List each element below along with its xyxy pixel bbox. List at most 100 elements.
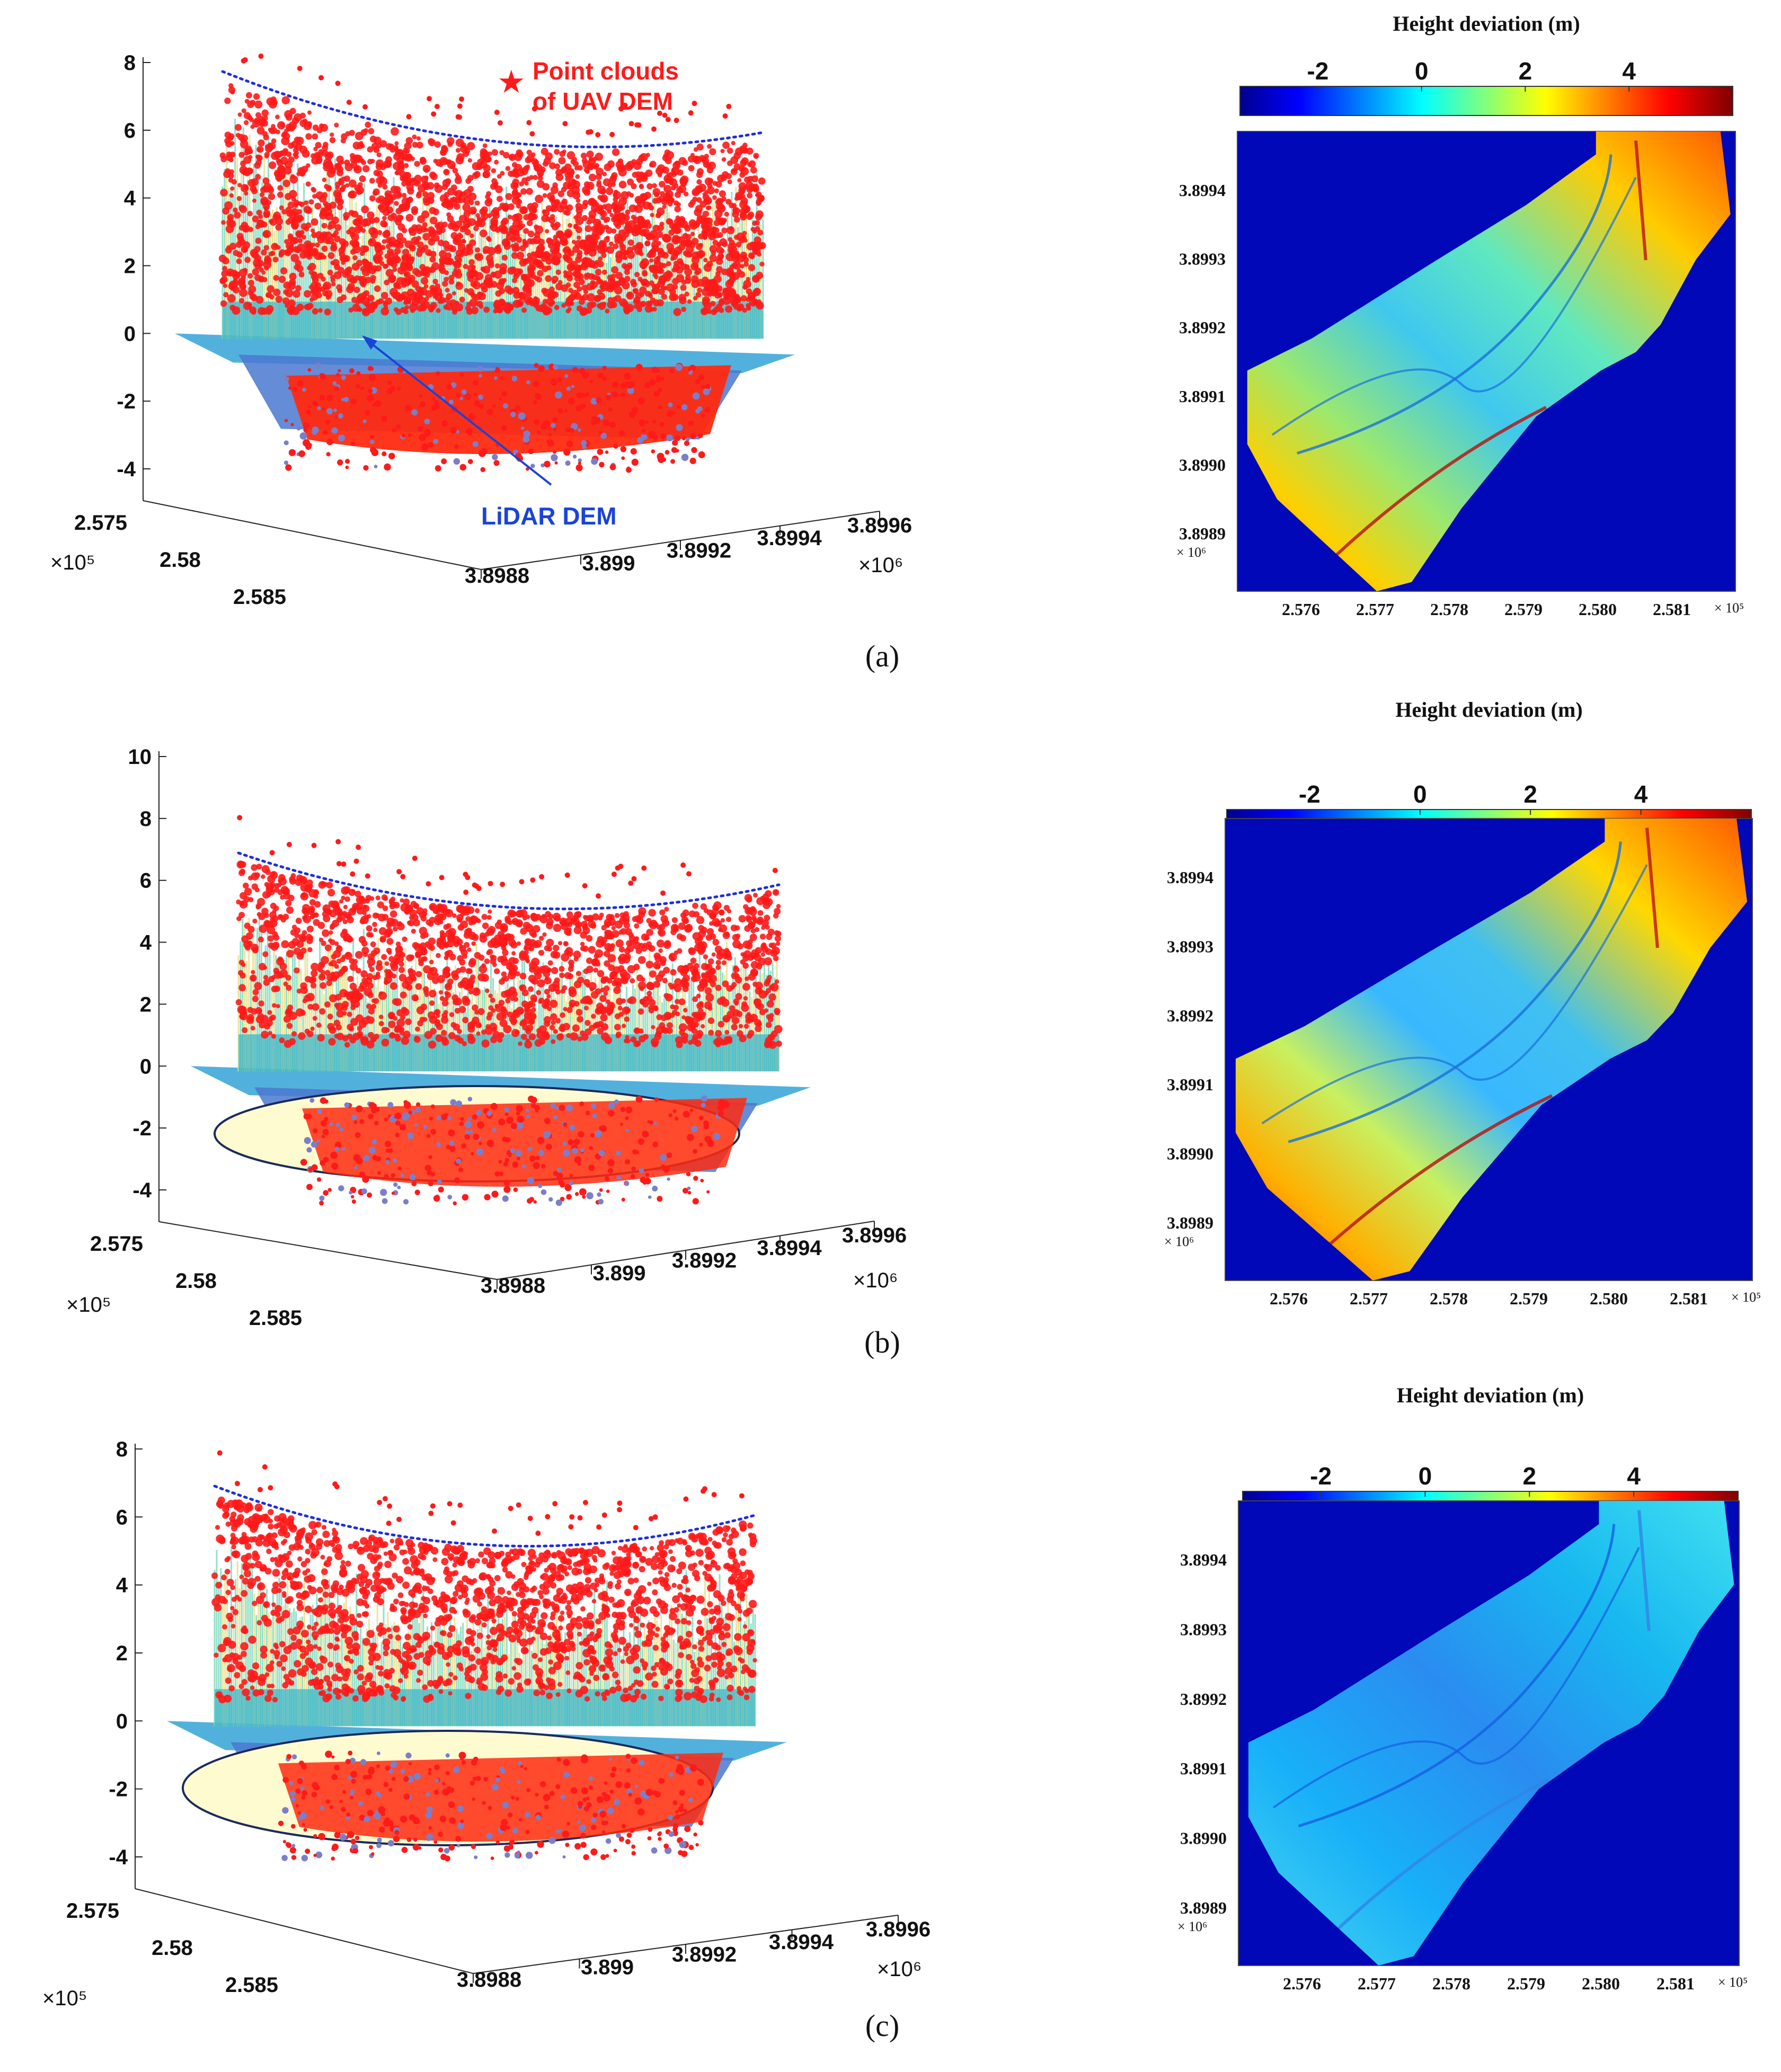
- terrain-features: [1271, 140, 1647, 556]
- map-x-exponent: × 10⁵: [1731, 1290, 1761, 1305]
- z-tick-label: 10: [128, 745, 152, 769]
- y-tick-label: 2.575: [90, 1232, 143, 1256]
- panel-label-a: (a): [865, 639, 899, 673]
- colorbar-title: Height deviation (m): [1395, 698, 1582, 722]
- upper-trend-line: [221, 70, 765, 148]
- z-tick-label: 6: [116, 1506, 128, 1529]
- x-tick-label: 3.8992: [672, 1249, 737, 1273]
- map-x-tick-label: 2.579: [1507, 1974, 1545, 1993]
- terrain-features: [1273, 1510, 1651, 1930]
- map-y-tick-label: 3.8992: [1167, 1006, 1213, 1025]
- lidar-arrow-head: [362, 335, 377, 350]
- x-tick-label: 3.899: [581, 1955, 634, 1979]
- colorbar-tick-label: -2: [1299, 780, 1321, 808]
- colorbar-tick-label: 0: [1415, 57, 1429, 85]
- uav-points-below: [278, 1750, 723, 1862]
- map-x-tick-label: 2.576: [1270, 1289, 1308, 1308]
- colorbar-tick-label: -2: [1310, 1462, 1332, 1490]
- map-y-exponent: × 10⁶: [1176, 545, 1206, 560]
- y-exponent-label: ×10⁵: [42, 1987, 87, 2010]
- y-axis: [158, 1221, 498, 1280]
- map-x-tick-label: 2.577: [1358, 1974, 1396, 1993]
- z-tick-label: -2: [117, 390, 136, 413]
- upper-trend-line: [213, 1484, 757, 1548]
- map-y-exponent: × 10⁶: [1177, 1919, 1207, 1934]
- map-y-tick-label: 3.8989: [1167, 1213, 1213, 1232]
- x-tick-label: 3.8994: [769, 1931, 834, 1954]
- map-x-tick-label: 2.581: [1653, 600, 1691, 619]
- y-tick-label: 2.585: [249, 1306, 302, 1330]
- z-tick-label: -4: [132, 1179, 152, 1202]
- z-tick-label: -4: [117, 458, 136, 481]
- y-axis: [135, 1888, 474, 1974]
- colorbar-tick-label: 4: [1627, 1462, 1641, 1490]
- x-tick-label: 3.8996: [866, 1918, 931, 1941]
- z-tick-label: -4: [109, 1846, 128, 1869]
- map-x-tick-label: 2.577: [1356, 600, 1394, 619]
- upper-trend-line: [237, 851, 781, 911]
- y-exponent-label: ×10⁵: [66, 1293, 111, 1317]
- y-axis: [143, 500, 482, 570]
- z-tick-label: 8: [116, 1438, 128, 1461]
- map-x-tick-label: 2.576: [1282, 600, 1320, 619]
- map-x-tick-label: 2.580: [1579, 600, 1617, 619]
- y-exponent-label: ×10⁵: [50, 551, 95, 574]
- z-tick-label: 6: [140, 869, 152, 893]
- x-tick-label: 3.899: [582, 552, 635, 575]
- x-tick-label: 3.8992: [672, 1943, 737, 1967]
- z-tick-label: 8: [124, 51, 136, 75]
- map-x-tick-label: 2.578: [1432, 1974, 1470, 1993]
- map-y-tick-label: 3.8990: [1167, 1144, 1213, 1163]
- panel-3d-b: 10 8 6 4 2 0 -2 -4 2.575 2.58 2.585 ×10⁵ 3.8988 3.899…: [66, 745, 907, 1330]
- colorbar-tick-label: 0: [1413, 780, 1427, 808]
- y-tick-label: 2.58: [175, 1269, 217, 1293]
- map-y-tick-label: 3.8994: [1179, 181, 1226, 200]
- panel-map-c: Height deviation (m) -2 0 2 4 3.8994 3.8993 3.8…: [1177, 1383, 1748, 1993]
- colorbar-title: Height deviation (m): [1397, 1383, 1584, 1407]
- z-tick-label: 6: [124, 119, 136, 143]
- x-tick-label: 3.8988: [481, 1274, 545, 1297]
- terrain-features: [1261, 828, 1659, 1245]
- colorbar-tick-label: 0: [1419, 1462, 1432, 1490]
- x-tick-label: 3.8988: [465, 564, 529, 588]
- uav-points-above: [211, 1450, 758, 1704]
- deviation-surface: [1248, 1501, 1734, 1966]
- map-y-tick-label: 3.8992: [1180, 1689, 1227, 1709]
- uav-points-below: [283, 362, 731, 473]
- legend-lidar-label: LiDAR DEM: [481, 502, 617, 530]
- x-exponent-label: ×10⁶: [877, 1958, 921, 1981]
- map-y-tick-label: 3.8994: [1167, 868, 1213, 887]
- y-tick-label: 2.58: [152, 1936, 193, 1960]
- map-y-tick-label: 3.8994: [1180, 1550, 1227, 1569]
- x-exponent-label: ×10⁶: [858, 554, 903, 577]
- deviation-surface: [1235, 819, 1748, 1280]
- colorbar-tick-label: 4: [1622, 57, 1636, 85]
- x-tick-label: 3.8994: [757, 527, 822, 550]
- z-tick-label: 0: [116, 1710, 128, 1733]
- x-tick-label: 3.8996: [842, 1224, 907, 1247]
- map-y-tick-label: 3.8993: [1179, 250, 1226, 269]
- map-y-tick-label: 3.8990: [1179, 455, 1226, 474]
- colorbar-title: Height deviation (m): [1393, 12, 1580, 35]
- panel-label-c: (c): [865, 2008, 899, 2043]
- map-x-tick-label: 2.578: [1430, 1289, 1468, 1308]
- x-tick-label: 3.8996: [847, 514, 912, 537]
- map-x-tick-label: 2.581: [1656, 1974, 1695, 1993]
- y-tick-label: 2.58: [160, 548, 201, 572]
- panel-label-b: (b): [864, 1325, 900, 1359]
- map-x-tick-label: 2.580: [1590, 1289, 1628, 1308]
- panel-map-a: Height deviation (m) -2 0 2 4 3.8994 3.8993 3.8…: [1176, 12, 1744, 619]
- y-tick-label: 2.585: [233, 585, 286, 609]
- x-tick-label: 3.8992: [667, 539, 731, 563]
- panel-3d-a: 8 6 4 2 0 -2 -4 2.575 2.58 2.585 ×10⁵ 3.8988 3.899 3.…: [50, 51, 912, 609]
- lidar-arrow: [365, 338, 552, 486]
- map-x-tick-label: 2.577: [1350, 1289, 1388, 1308]
- map-y-tick-label: 3.8992: [1179, 318, 1226, 337]
- map-y-tick-label: 3.8989: [1180, 1898, 1227, 1917]
- x-exponent-label: ×10⁶: [853, 1269, 898, 1292]
- map-y-tick-label: 3.8993: [1180, 1620, 1227, 1639]
- legend-uav-line2: of UAV DEM: [533, 87, 673, 115]
- z-tick-label: 0: [124, 322, 136, 345]
- colorbar-tick-label: -2: [1307, 57, 1328, 85]
